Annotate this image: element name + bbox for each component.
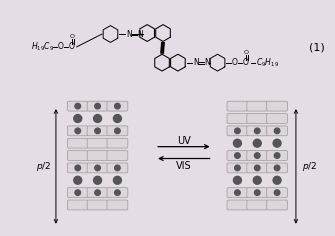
Text: UV: UV — [177, 136, 191, 146]
Text: N: N — [126, 30, 132, 38]
Text: O: O — [58, 42, 64, 51]
Circle shape — [95, 190, 100, 195]
Text: O: O — [70, 34, 75, 39]
FancyBboxPatch shape — [107, 101, 128, 111]
FancyBboxPatch shape — [87, 126, 108, 136]
FancyBboxPatch shape — [107, 138, 128, 148]
FancyBboxPatch shape — [247, 101, 268, 111]
Text: $p/2$: $p/2$ — [37, 160, 52, 173]
FancyBboxPatch shape — [227, 126, 248, 136]
Text: N: N — [205, 58, 210, 67]
FancyBboxPatch shape — [67, 188, 88, 198]
FancyBboxPatch shape — [267, 101, 287, 111]
FancyBboxPatch shape — [87, 163, 108, 173]
FancyBboxPatch shape — [87, 101, 108, 111]
FancyBboxPatch shape — [67, 126, 88, 136]
Text: N: N — [138, 30, 143, 38]
FancyBboxPatch shape — [267, 200, 287, 210]
Circle shape — [115, 190, 120, 195]
FancyBboxPatch shape — [67, 163, 88, 173]
Circle shape — [74, 176, 82, 184]
Circle shape — [95, 128, 100, 134]
Circle shape — [95, 165, 100, 171]
Circle shape — [274, 190, 280, 195]
FancyBboxPatch shape — [107, 188, 128, 198]
FancyBboxPatch shape — [67, 151, 88, 160]
Circle shape — [75, 128, 80, 134]
Text: $p/2$: $p/2$ — [302, 160, 317, 173]
Circle shape — [93, 114, 102, 122]
Text: (1): (1) — [309, 43, 325, 53]
FancyBboxPatch shape — [87, 188, 108, 198]
Text: O: O — [232, 58, 238, 67]
FancyBboxPatch shape — [227, 200, 248, 210]
Text: O: O — [69, 42, 75, 51]
Circle shape — [255, 153, 260, 158]
Circle shape — [255, 128, 260, 134]
Circle shape — [234, 128, 240, 134]
Text: VIS: VIS — [176, 161, 192, 171]
Circle shape — [273, 139, 281, 147]
Circle shape — [273, 176, 281, 184]
Circle shape — [114, 114, 121, 122]
Text: $H_{19}C_9$: $H_{19}C_9$ — [31, 41, 54, 53]
FancyBboxPatch shape — [267, 188, 287, 198]
FancyBboxPatch shape — [247, 200, 268, 210]
Circle shape — [253, 139, 261, 147]
Circle shape — [274, 165, 280, 171]
Text: O: O — [244, 50, 249, 55]
Circle shape — [74, 114, 82, 122]
FancyBboxPatch shape — [67, 101, 88, 111]
FancyBboxPatch shape — [227, 114, 248, 123]
FancyBboxPatch shape — [87, 200, 108, 210]
FancyBboxPatch shape — [227, 188, 248, 198]
Text: O: O — [243, 58, 249, 67]
FancyBboxPatch shape — [67, 138, 88, 148]
Circle shape — [75, 165, 80, 171]
FancyBboxPatch shape — [267, 126, 287, 136]
FancyBboxPatch shape — [247, 188, 268, 198]
Text: $C_9H_{19}$: $C_9H_{19}$ — [256, 56, 279, 69]
FancyBboxPatch shape — [267, 163, 287, 173]
Circle shape — [274, 128, 280, 134]
Circle shape — [253, 176, 261, 184]
FancyBboxPatch shape — [247, 163, 268, 173]
Text: N: N — [193, 58, 199, 67]
Circle shape — [75, 190, 80, 195]
Circle shape — [75, 103, 80, 109]
Circle shape — [233, 176, 242, 184]
FancyBboxPatch shape — [227, 163, 248, 173]
Circle shape — [115, 128, 120, 134]
FancyBboxPatch shape — [267, 151, 287, 160]
Circle shape — [115, 165, 120, 171]
Circle shape — [114, 176, 121, 184]
Circle shape — [255, 165, 260, 171]
FancyBboxPatch shape — [107, 163, 128, 173]
FancyBboxPatch shape — [227, 101, 248, 111]
FancyBboxPatch shape — [267, 114, 287, 123]
FancyBboxPatch shape — [247, 126, 268, 136]
Circle shape — [234, 165, 240, 171]
FancyBboxPatch shape — [107, 200, 128, 210]
Circle shape — [274, 153, 280, 158]
Circle shape — [115, 103, 120, 109]
FancyBboxPatch shape — [87, 151, 108, 160]
FancyBboxPatch shape — [107, 151, 128, 160]
FancyBboxPatch shape — [67, 200, 88, 210]
Circle shape — [93, 176, 102, 184]
Circle shape — [233, 139, 242, 147]
FancyBboxPatch shape — [247, 151, 268, 160]
FancyBboxPatch shape — [87, 138, 108, 148]
FancyBboxPatch shape — [227, 151, 248, 160]
FancyBboxPatch shape — [107, 126, 128, 136]
FancyBboxPatch shape — [247, 114, 268, 123]
Circle shape — [234, 190, 240, 195]
Circle shape — [255, 190, 260, 195]
Circle shape — [95, 103, 100, 109]
Circle shape — [234, 153, 240, 158]
